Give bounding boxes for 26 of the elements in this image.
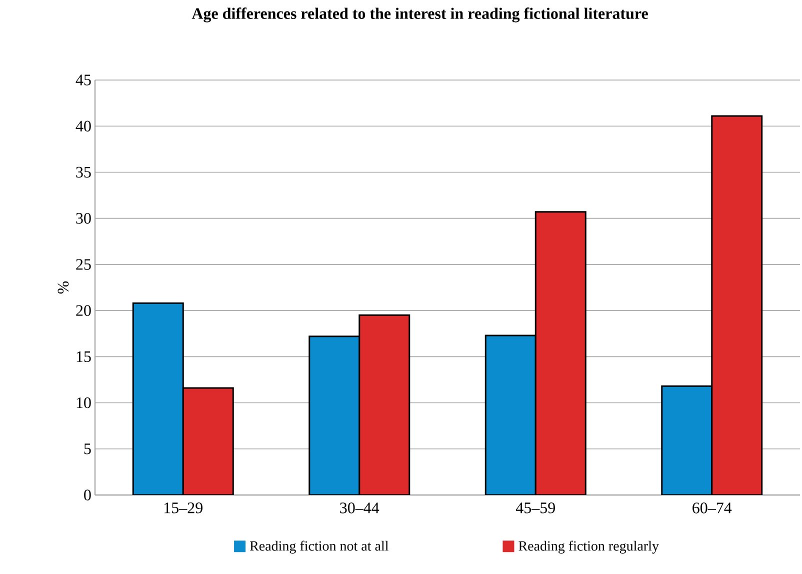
bar: [484, 334, 536, 495]
y-tick-label: 5: [84, 444, 91, 454]
y-tick-label: 40: [76, 120, 91, 132]
x-tick-label: 30–44: [340, 502, 380, 514]
x-tick-label: 60–74: [692, 502, 732, 514]
y-tick-label: 45: [76, 74, 91, 86]
y-tick-label: 35: [76, 166, 91, 178]
bar: [661, 385, 713, 495]
y-axis-title: %: [58, 281, 69, 294]
y-tick-label: 20: [76, 305, 91, 316]
x-tick-label: 15–29: [164, 502, 202, 514]
bar: [711, 115, 763, 495]
y-tick-label: 15: [76, 351, 91, 362]
y-tick-label: 30: [76, 212, 91, 224]
x-tick-label: 45–59: [516, 502, 555, 514]
y-tick-label: 10: [76, 397, 91, 408]
bar: [132, 302, 184, 495]
chart-title: Age differences related to the interest in reading fictional literature: [192, 8, 648, 22]
y-tick-label: 0: [84, 490, 91, 500]
bar: [534, 211, 586, 495]
bar: [182, 387, 234, 495]
legend-label: Reading fiction regularly: [518, 540, 659, 554]
y-tick-label: 25: [76, 259, 91, 270]
legend-label: Reading fiction not at all: [250, 540, 388, 554]
bar: [308, 336, 360, 495]
bar: [358, 314, 410, 495]
